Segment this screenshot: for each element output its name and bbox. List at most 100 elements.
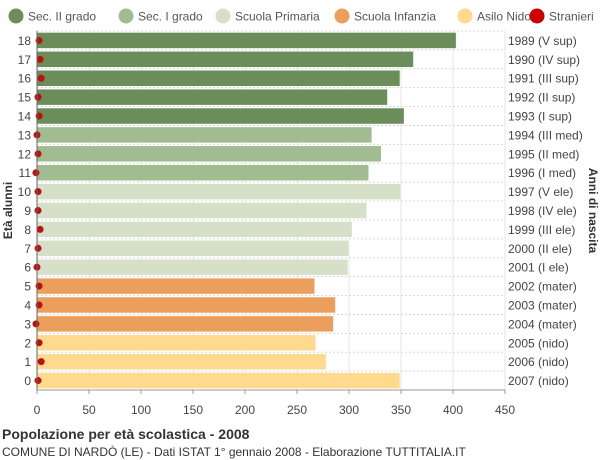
bar-age-5 [36, 277, 315, 295]
y-tick-label-18: 18 [18, 34, 32, 48]
x-tick-label: 150 [183, 403, 203, 417]
bar-age-18 [36, 32, 457, 49]
birth-year-label: 1996 (I med) [508, 166, 576, 180]
birth-year-label: 1993 (I sup) [508, 110, 572, 124]
x-tick-label: 0 [34, 403, 41, 417]
x-tick-label: 350 [391, 403, 411, 417]
stranieri-dot-age-9 [34, 207, 42, 214]
stranieri-dot-age-16 [37, 74, 45, 82]
legend-item-sec-ii-grado: Sec. II grado [8, 8, 96, 24]
y-tick-label-14: 14 [18, 110, 32, 124]
y-tick-label-0: 0 [24, 374, 31, 388]
y-tick-label-6: 6 [24, 261, 31, 275]
legend-label: Sec. I grado [138, 10, 203, 24]
legend-item-stranieri: Stranieri [529, 8, 594, 24]
bar-age-3 [36, 315, 334, 333]
legend-item-scuola-infanzia: Scuola Infanzia [334, 8, 436, 24]
birth-year-label: 1994 (III med) [508, 128, 583, 142]
birth-year-label: 2002 (mater) [508, 280, 577, 294]
legend-item-scuola-primaria: Scuola Primaria [215, 8, 320, 24]
legend-marker [334, 8, 350, 24]
bar-age-14 [36, 107, 405, 125]
legend-marker [215, 8, 231, 24]
bar-age-12 [36, 145, 382, 163]
birth-year-label: 2006 (nido) [508, 355, 569, 369]
birth-year-label: 2001 (I ele) [508, 261, 569, 275]
stranieri-dot-age-7 [34, 244, 42, 252]
y-tick-label-13: 13 [18, 128, 32, 142]
bar-age-15 [36, 88, 388, 106]
y-tick-label-12: 12 [18, 147, 32, 161]
bar-age-11 [36, 164, 370, 181]
x-tick-label: 250 [287, 403, 307, 417]
y-tick-label-3: 3 [24, 317, 31, 331]
stranieri-dot-age-1 [37, 358, 45, 366]
x-tick-label: 300 [339, 403, 359, 417]
birth-year-label: 2000 (II ele) [508, 242, 572, 256]
birth-year-label: 2005 (nido) [508, 336, 569, 350]
stranieri-dot-age-8 [36, 225, 44, 233]
legend-marker [118, 8, 134, 24]
population-chart: Sec. II grado Sec. I grado Scuola Primaria… [1, 8, 600, 417]
legend-marker [8, 8, 24, 24]
birth-year-label: 1997 (V ele) [508, 185, 573, 199]
bar-age-9 [36, 202, 367, 219]
stranieri-dot-age-17 [36, 55, 44, 63]
y-tick-label-7: 7 [24, 242, 31, 256]
legend-label: Asilo Nido [477, 10, 531, 24]
legend-label: Sec. II grado [28, 10, 96, 24]
birth-year-label: 1998 (IV ele) [508, 204, 577, 218]
bar-age-4 [36, 296, 336, 314]
birth-year-label: 1990 (IV sup) [508, 53, 580, 67]
y-tick-label-11: 11 [19, 166, 32, 180]
birth-year-label: 1992 (II sup) [508, 91, 575, 105]
bar-age-10 [36, 183, 402, 200]
bar-age-1 [36, 353, 327, 370]
y-tick-label-15: 15 [18, 91, 32, 105]
birth-year-label: 2007 (nido) [508, 374, 569, 388]
bar-age-17 [36, 51, 414, 68]
y-axis-title: Età alunni [1, 182, 15, 239]
bar-age-16 [36, 69, 401, 87]
legend-item-sec-i-grado: Sec. I grado [118, 8, 203, 24]
y-tick-label-17: 17 [18, 53, 32, 67]
birth-year-label: 1991 (III sup) [508, 72, 579, 86]
y-tick-label-1: 1 [24, 355, 31, 369]
bar-age-7 [36, 240, 350, 257]
y-tick-label-9: 9 [24, 204, 31, 218]
legend-label: Stranieri [549, 10, 594, 24]
legend-marker [457, 8, 473, 24]
x-tick-label: 450 [495, 403, 515, 417]
x-tick-label: 400 [443, 403, 463, 417]
legend-label: Scuola Primaria [235, 10, 320, 24]
stranieri-dot-age-3 [32, 320, 40, 328]
y-axis-title-right: Anni di nascita [586, 168, 600, 254]
bar-age-13 [36, 126, 373, 144]
bar-age-6 [36, 258, 349, 276]
chart-footer-title: Popolazione per età scolastica - 2008 [2, 426, 250, 442]
legend-label: Scuola Infanzia [354, 10, 436, 24]
birth-year-label: 2004 (mater) [508, 317, 577, 331]
stranieri-dot-age-11 [32, 169, 40, 177]
stranieri-dot-age-10 [34, 188, 42, 196]
bar-age-2 [36, 334, 316, 352]
birth-year-label: 2003 (mater) [508, 298, 577, 312]
y-tick-label-10: 10 [18, 185, 32, 199]
y-tick-label-4: 4 [24, 298, 31, 312]
y-tick-label-8: 8 [24, 223, 31, 237]
y-tick-label-2: 2 [24, 336, 31, 350]
x-tick-label: 50 [82, 403, 96, 417]
stranieri-dot-age-12 [34, 150, 42, 158]
stranieri-dot-age-15 [34, 93, 42, 101]
y-tick-label-16: 16 [18, 72, 32, 86]
legend-item-asilo-nido: Asilo Nido [457, 8, 531, 24]
bar-age-0 [36, 372, 401, 389]
birth-year-label: 1999 (III ele) [508, 223, 575, 237]
x-tick-label: 200 [235, 403, 255, 417]
bar-age-8 [36, 221, 353, 238]
birth-year-label: 1989 (V sup) [508, 34, 577, 48]
x-tick-label: 100 [131, 403, 151, 417]
birth-year-label: 1995 (II med) [508, 147, 579, 161]
y-tick-label-5: 5 [24, 280, 31, 294]
